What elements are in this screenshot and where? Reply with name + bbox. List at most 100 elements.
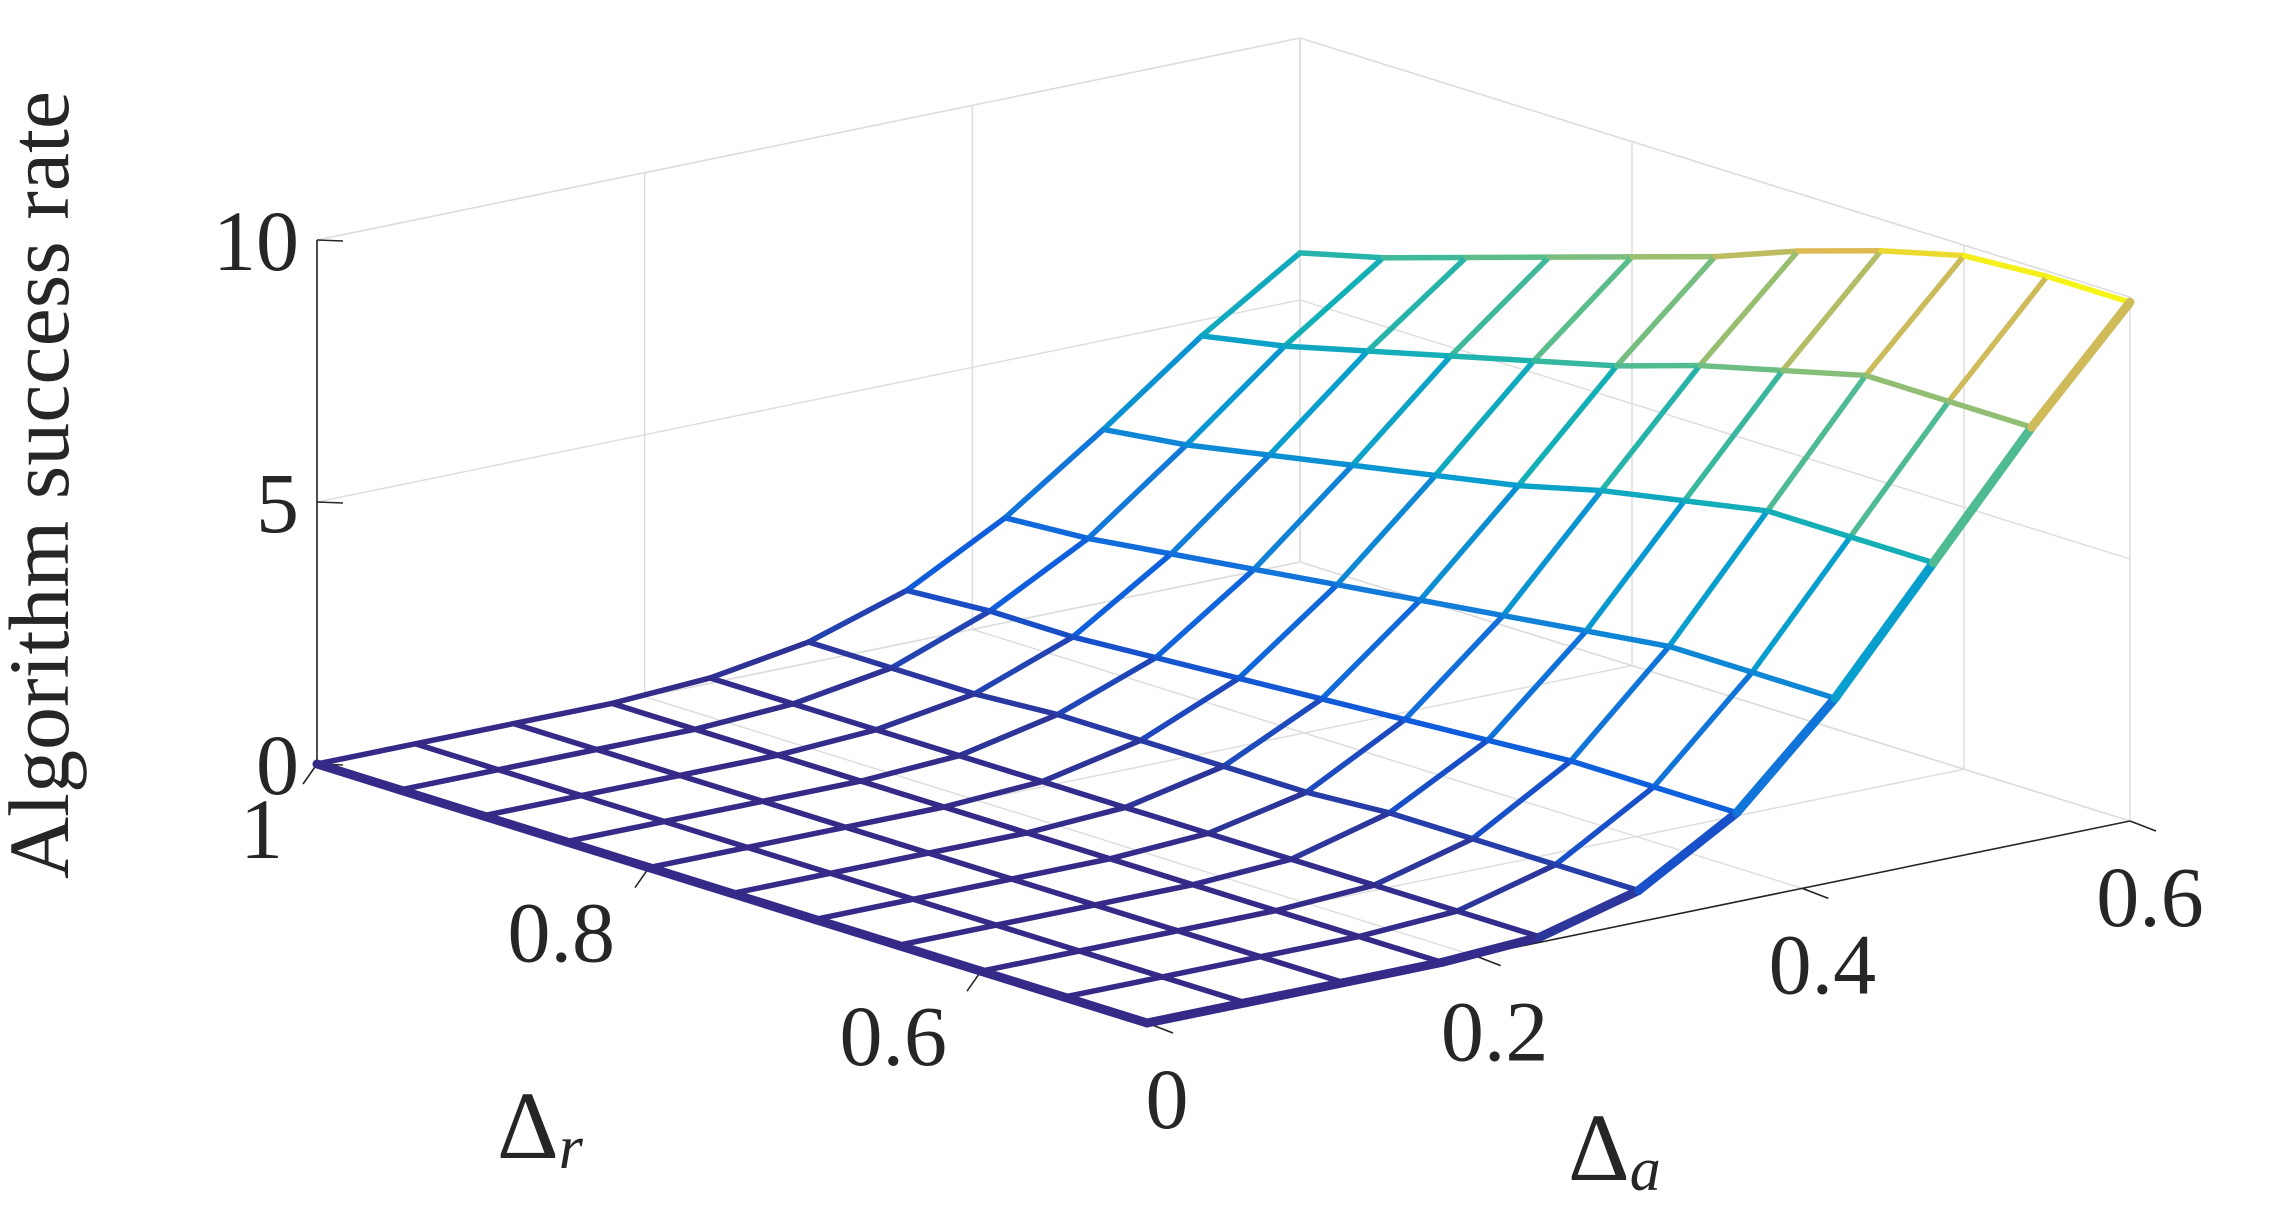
mesh-segment [1779, 247, 1884, 374]
mesh-segment [1039, 737, 1144, 785]
mesh-segment [1198, 250, 1303, 339]
mesh-segment [563, 818, 668, 845]
y-tick [2129, 820, 2157, 832]
mesh-segment [1349, 353, 1454, 469]
mesh-segment [1349, 462, 1439, 479]
mesh-segment [1552, 861, 1642, 894]
x-tick-label: 0.6 [840, 988, 948, 1084]
mesh-segment [1469, 758, 1574, 842]
mesh-segment [1107, 830, 1211, 862]
grid-layer [316, 37, 2131, 1024]
z-grid-line-right-wall [1299, 37, 2131, 298]
mesh-segment [1076, 948, 1166, 980]
mesh-segment [1878, 247, 1967, 259]
mesh-segment [910, 896, 1000, 928]
mesh-segment [1159, 974, 1249, 1006]
mesh-segment [1732, 693, 1840, 818]
mesh-segment [1437, 932, 1545, 967]
y-axis-title-symbol: Δ [1568, 1094, 1630, 1201]
mesh-segment [812, 896, 917, 923]
x-axis-title-symbol: Δ [497, 1072, 559, 1179]
mesh-segment [1039, 778, 1128, 811]
y-tick-label: 0 [1146, 1051, 1189, 1147]
mesh-segment [1356, 908, 1460, 940]
y-tick [1802, 887, 1829, 900]
mesh-segment [759, 778, 864, 805]
mesh-segment [987, 608, 1076, 640]
mesh-segment [1008, 876, 1098, 908]
mesh-segment [1417, 597, 1506, 619]
mesh-segment [858, 752, 962, 784]
mesh-segment [1122, 763, 1227, 811]
mesh-segment [1500, 487, 1605, 619]
mesh-segment [1530, 358, 1620, 369]
x-axis-title-subscript: r [559, 1114, 584, 1182]
mesh-segment [810, 914, 903, 950]
mesh-segment [1945, 273, 2050, 405]
mesh-segment [1583, 497, 1688, 634]
mesh-segment [661, 818, 751, 851]
mesh-segment [1091, 902, 1181, 934]
mesh-segment [1008, 856, 1113, 882]
x-tick-label: 1 [240, 781, 283, 877]
mesh-segment [1142, 998, 1250, 1028]
mesh-segment [1205, 789, 1310, 837]
mesh-segment [1386, 737, 1491, 816]
y-tick-label: 0.2 [1441, 984, 1549, 1080]
mesh-segment [993, 902, 1098, 928]
mesh-segment [744, 824, 849, 851]
mesh-segment [1386, 810, 1476, 842]
mesh-segment [744, 844, 834, 877]
mesh-segment [1002, 515, 1091, 542]
mesh-segment [1220, 696, 1325, 770]
mesh-segment [1402, 612, 1506, 723]
mesh-segment [495, 766, 585, 799]
mesh-segment [1613, 253, 1718, 369]
mesh-segment [1928, 422, 2037, 568]
mesh-segment [1273, 882, 1377, 914]
mesh-segment [1485, 737, 1574, 764]
mesh-segment [976, 966, 1069, 1002]
mesh-segment [609, 675, 713, 707]
mesh-segment [1339, 957, 1447, 988]
mesh-segment [1862, 252, 1967, 379]
mesh-segment [1417, 482, 1522, 603]
mesh-segment [1961, 252, 2050, 280]
mesh-segment [1205, 830, 1294, 863]
mesh-segment [1091, 881, 1196, 908]
mesh-segment [842, 804, 947, 830]
label-layer: 0 5 10 1 0.8 0.6 0 0.2 0.4 0.6 [213, 193, 2204, 1147]
mesh-segment [412, 741, 502, 773]
mesh-segment [1334, 472, 1439, 588]
mesh-segment [1535, 886, 1643, 942]
mesh-segment [1303, 716, 1408, 795]
mesh-segment [775, 752, 864, 784]
mesh-segment [1085, 535, 1174, 557]
mesh-segment [1530, 254, 1635, 364]
mesh-segment [1515, 363, 1620, 489]
mesh-segment [397, 766, 502, 793]
mesh-segment [1288, 810, 1393, 863]
z-grid-line-left-wall [316, 299, 1301, 503]
mesh-segment [561, 837, 654, 873]
mesh-segment [1100, 333, 1205, 433]
mesh-segment [1251, 566, 1340, 588]
mesh-segment [759, 798, 849, 830]
mesh-segment [1281, 255, 1386, 349]
mesh-segment [644, 863, 737, 898]
y-grid-line-floor [972, 628, 1803, 890]
z-axis-title: Algorithm success rate [0, 91, 87, 879]
mesh-segment [1257, 953, 1347, 986]
mesh-segment [858, 778, 947, 810]
mesh-segment [925, 850, 1015, 882]
mesh-segment [956, 711, 1061, 759]
mesh-segment [1485, 628, 1589, 744]
mesh-segment [971, 691, 1061, 718]
mesh-segment [1651, 669, 1755, 790]
mesh-segment [1220, 763, 1310, 795]
mesh-segment [1847, 534, 1937, 566]
mesh-segment [1681, 497, 1771, 514]
mesh-segment [707, 639, 812, 681]
y-axis-title: Δa [1568, 1094, 1661, 1204]
mesh-segment [1364, 254, 1469, 354]
